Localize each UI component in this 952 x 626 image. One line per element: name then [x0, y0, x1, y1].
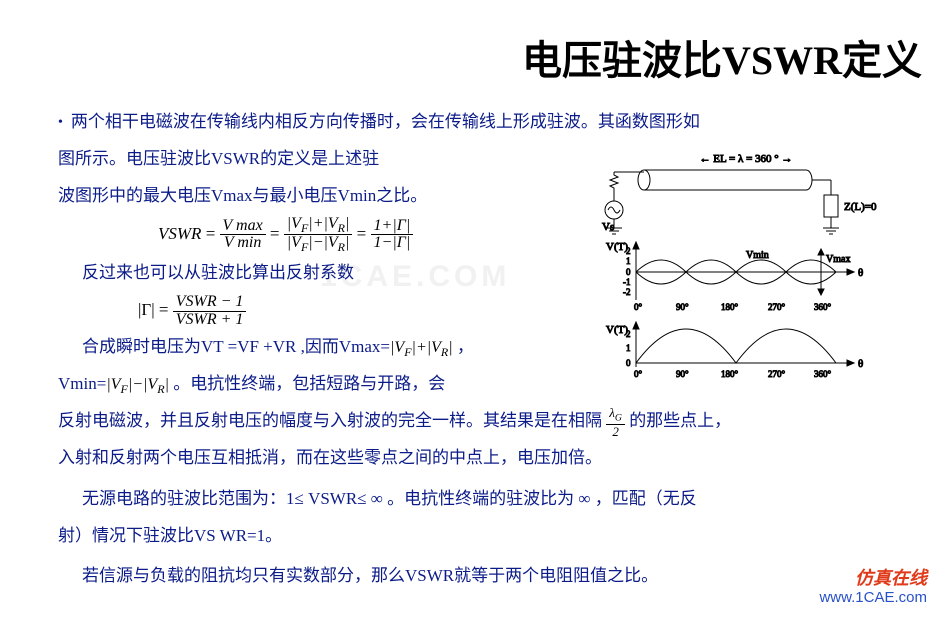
svg-text:360°: 360° — [814, 369, 832, 379]
vt-label-2: V(T) — [606, 324, 628, 336]
zl-label: Z(L)=0 — [844, 201, 877, 213]
paragraph-9: 射）情况下驻波比VS WR=1。 — [58, 519, 908, 554]
text-1a: 两个相干电磁波在传输线内相反方向传播时，会在传输线上形成驻波。其函数图形如 — [71, 112, 700, 131]
svg-text:0°: 0° — [634, 369, 643, 379]
svg-text:2: 2 — [626, 329, 631, 339]
vmin-label: Vmin — [746, 250, 769, 261]
paragraph-7: 入射和反射两个电压互相抵消，而在这些零点之间的中点上，电压加倍。 — [58, 441, 908, 476]
vmax-label: Vmax — [826, 254, 850, 265]
svg-text:270°: 270° — [768, 302, 786, 312]
formula1-lhs: VSWR — [158, 224, 201, 243]
svg-text:360°: 360° — [814, 302, 832, 312]
theta-1: θ — [858, 267, 863, 279]
transmission-line-diagram: ← EL = λ = 360 ° → Vs Z(L)=0 — [596, 150, 896, 400]
el-label: ← EL = λ = 360 ° → — [700, 153, 793, 165]
text-6a: 反射电磁波，并且反射电压的幅度与入射波的完全一样。其结果是在相隔 — [58, 411, 602, 430]
paragraph-6: 反射电磁波，并且反射电压的幅度与入射波的完全一样。其结果是在相隔 λG2 的那些… — [58, 404, 908, 439]
math-vmax: |VF|+|VR| — [390, 339, 453, 356]
svg-text:0: 0 — [626, 358, 631, 368]
page-title: 电压驻波比VSWR定义 — [522, 28, 922, 86]
watermark: 仿真在线 www.1CAE.com — [819, 567, 927, 608]
svg-text:90°: 90° — [676, 369, 689, 379]
text-4b: ， — [453, 337, 474, 356]
formula2-num: VSWR − 1 — [173, 294, 247, 312]
watermark-line1: 仿真在线 — [819, 567, 927, 590]
diagram-svg: ← EL = λ = 360 ° → Vs Z(L)=0 — [596, 150, 896, 400]
svg-text:90°: 90° — [676, 302, 689, 312]
text-5b: 。电抗性终端，包括短路与开路，会 — [169, 374, 445, 393]
vt-label-1: V(T) — [606, 241, 628, 253]
text-5a: Vmin= — [58, 374, 106, 393]
svg-text:270°: 270° — [768, 369, 786, 379]
svg-text:0°: 0° — [634, 302, 643, 312]
svg-text:0: 0 — [626, 267, 631, 277]
bullet-icon: • — [58, 109, 63, 138]
paragraph-8: 无源电路的驻波比范围为：1≤ VSWR≤ ∞ 。电抗性终端的驻波比为 ∞ ，匹配… — [82, 482, 908, 517]
svg-text:-2: -2 — [623, 287, 631, 297]
theta-2: θ — [858, 358, 863, 370]
math-lambda-g: λG2 — [606, 414, 625, 430]
svg-text:180°: 180° — [721, 302, 739, 312]
paragraph-10: 若信源与负载的阻抗均只有实数部分，那么VSWR就等于两个电阻阻值之比。 — [82, 559, 908, 594]
text-4a: 合成瞬时电压为VT =VF +VR ,因而Vmax= — [82, 337, 390, 356]
svg-text:1: 1 — [626, 343, 631, 353]
formula2-den: VSWR + 1 — [173, 312, 247, 329]
paragraph-1a: • 两个相干电磁波在传输线内相反方向传播时，会在传输线上形成驻波。其函数图形如 — [58, 105, 908, 140]
svg-text:2: 2 — [626, 246, 631, 256]
svg-text:1: 1 — [626, 256, 631, 266]
math-vmin: |VF|−|VR| — [106, 376, 169, 393]
watermark-line2: www.1CAE.com — [819, 589, 927, 608]
text-6b: 的那些点上， — [629, 411, 731, 430]
svg-text:-1: -1 — [623, 277, 631, 287]
svg-text:180°: 180° — [721, 369, 739, 379]
